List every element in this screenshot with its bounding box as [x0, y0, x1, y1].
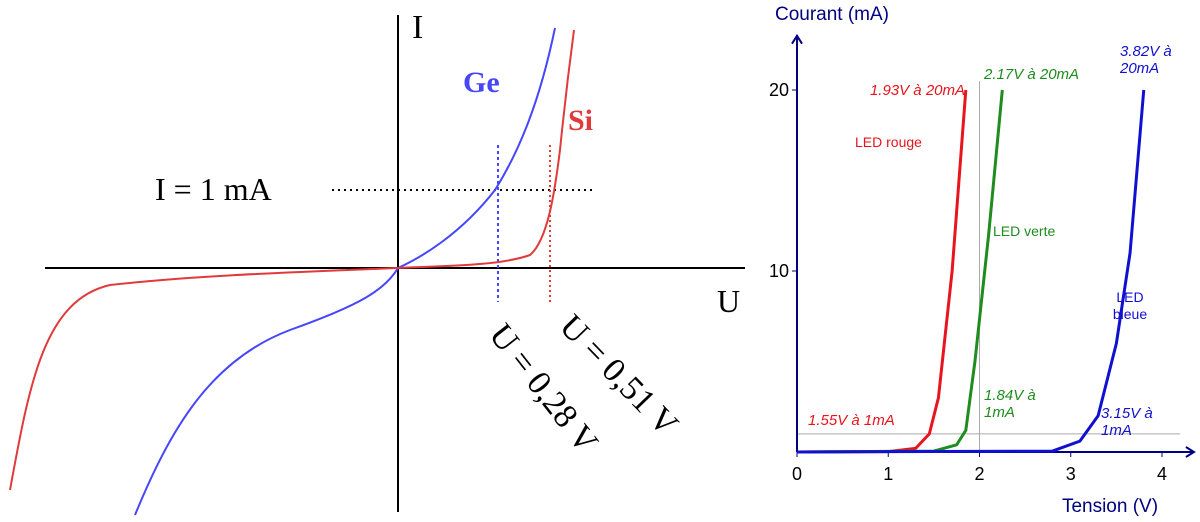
y-tick-label: 20	[769, 80, 789, 100]
series-label: Ge	[463, 66, 500, 99]
annotation: 3.15V à 1mA	[1101, 405, 1153, 439]
annotation: 1.55V à 1mA	[808, 412, 895, 429]
y-arrow	[791, 33, 803, 45]
annotation: I = 1 mA	[155, 171, 272, 207]
x-axis-label: U	[717, 283, 740, 319]
series-label: Si	[568, 104, 593, 137]
x-tick-label: 4	[1157, 464, 1167, 484]
series-line	[796, 89, 1146, 454]
ge-curve	[134, 27, 556, 516]
x-axis-label: Tension (V)	[1062, 496, 1158, 517]
y-axis-label: Courant (mA)	[775, 4, 889, 25]
annotation: 1.93V à 20mA	[869, 82, 965, 99]
x-tick-label: 3	[1066, 464, 1076, 484]
x-tick-label: 0	[792, 464, 802, 484]
si-curve	[9, 29, 575, 491]
y-axis-label: I	[412, 9, 423, 46]
series-label: LED rouge	[855, 134, 922, 150]
y-tick-label: 10	[769, 261, 789, 281]
series-label: LED bleue	[1112, 289, 1148, 322]
x-tick-label: 2	[974, 464, 984, 484]
annotation: 3.82V à 20mA	[1120, 43, 1172, 77]
annotation: 1.84V à 1mA	[984, 387, 1036, 421]
x-arrow	[1185, 446, 1196, 458]
led-chart: 0 1 2 3 4 10 20 Courant (mA) Tension (V)	[769, 4, 1196, 517]
series-label: LED verte	[993, 223, 1056, 239]
annotation: 2.17V à 20mA	[984, 66, 1080, 83]
x-tick-label: 1	[883, 464, 893, 484]
